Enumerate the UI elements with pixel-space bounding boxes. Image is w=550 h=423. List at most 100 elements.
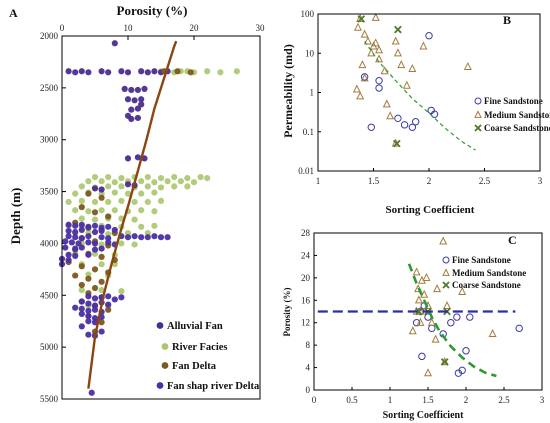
- panel-a-x-tick-label: 10: [124, 23, 134, 33]
- panel-a-point-fan-delta: [105, 306, 112, 313]
- panel-a-point-river-facies: [138, 178, 145, 185]
- panel-c-legend: Fine Sandstone Medium Sandstone Coarse San…: [442, 255, 526, 290]
- panel-a-point-fan-shap-river-delta: [65, 251, 72, 258]
- panel-b-x-tick-label: 3: [538, 176, 543, 186]
- panel-a-point-fan-shap-river-delta: [124, 234, 132, 241]
- panel-a-point-river-facies: [144, 173, 151, 181]
- panel-a-point-fan-shap-river-delta: [78, 235, 85, 242]
- panel-a-point-fan-delta: [98, 278, 105, 285]
- panel-b-point-fine-sandstone: [411, 118, 420, 126]
- panel-a-frame: [61, 35, 261, 400]
- panel-a-point-alluvial-fan: [85, 69, 92, 76]
- panel-a-point-alluvial-fan: [121, 85, 128, 92]
- panel-a-point-fan-shap-river-delta: [62, 244, 69, 251]
- panel-c-point-medium-sandstone: [488, 329, 497, 338]
- panel-a-point-fan-shap-river-delta: [131, 233, 138, 240]
- panel-a-point-fan-delta: [98, 253, 105, 261]
- panel-a-point-fan-shap-river-delta: [85, 239, 92, 246]
- panel-c-point-coarse-sandstone: [440, 358, 449, 366]
- panel-b-ticks: 1 1.5 2 2.5 3 0.01 0.1 1 10 100: [298, 9, 543, 186]
- panel-b-y-axis-title: Permeability (md): [281, 44, 295, 138]
- panel-a-point-fan-delta: [91, 209, 99, 216]
- panel-a-point-fan-shap-river-delta: [111, 226, 118, 234]
- panel-a-point-fan-shap-river-delta: [105, 239, 112, 246]
- panel-c-legend-marker-coarse-sandstone: [442, 281, 450, 289]
- panel-b-point-medium-sandstone: [371, 38, 380, 47]
- panel-a-point-river-facies: [157, 174, 165, 182]
- panel-b-legend-marker-coarse-sandstone-stroke-b: [474, 124, 482, 132]
- panel-a-point-river-facies: [157, 184, 165, 191]
- panel-a-point-river-facies: [72, 207, 79, 214]
- panel-a-point-fan-delta: [85, 190, 92, 197]
- panel-a-point-river-facies: [138, 207, 145, 214]
- panel-a-point-fan-shap-river-delta: [78, 305, 85, 312]
- panel-a-y-tick-label: 2000: [40, 31, 59, 41]
- panel-c-point-medium-sandstone: [423, 368, 433, 377]
- panel-a-point-alluvial-fan: [124, 181, 132, 188]
- panel-a-point-fan-shap-river-delta: [85, 331, 92, 338]
- panel-a-point-river-facies: [118, 240, 125, 247]
- panel-c-point-medium-sandstone: [431, 334, 440, 343]
- panel-b-point-medium-sandstone: [382, 99, 391, 108]
- panel-b-point-fine-sandstone: [425, 31, 433, 40]
- panel-b-point-medium-sandstone: [352, 84, 361, 93]
- panel-a-point-fan-shap-river-delta: [85, 233, 92, 240]
- panel-a-point-river-facies: [131, 216, 138, 223]
- panel-a-point-river-facies: [91, 216, 99, 223]
- panel-c-trend-curve: [407, 263, 497, 378]
- panel-b-x-tick-label: 1: [316, 176, 321, 186]
- panel-c-point-fine-sandstone: [447, 319, 455, 327]
- panel-b-legend-marker-coarse-sandstone: [474, 124, 482, 132]
- panel-a-legend: Alluvial Fan River Facies Fan Delta Fan sha…: [156, 321, 260, 392]
- panel-a-point-river-facies: [164, 178, 171, 185]
- panel-a-point-fan-shap-river-delta: [72, 252, 79, 259]
- panel-c-x-tick-label: 3: [540, 395, 545, 405]
- panel-b-legend-label-medium-sandstone: Medium Sandstone: [484, 110, 550, 120]
- panel-a-y-tick-label: 3000: [40, 135, 59, 145]
- panel-a-point-alluvial-fan: [72, 69, 79, 76]
- panel-a-point-fan-delta: [187, 69, 194, 76]
- panel-a-point-river-facies: [98, 178, 105, 185]
- panel-a-point-fan-shap-river-delta: [75, 240, 82, 247]
- panel-a-point-river-facies: [138, 190, 145, 197]
- panel-a-point-fan-shap-river-delta: [78, 323, 85, 330]
- panel-a-point-fan-shap-river-delta: [72, 304, 79, 311]
- panel-a-point-river-facies: [118, 174, 125, 182]
- panel-a-point-fan-shap-river-delta: [105, 223, 112, 230]
- panel-c-point-fine-sandstone: [412, 319, 421, 327]
- panel-c-legend-item-coarse-sandstone: Coarse Sandstone: [442, 280, 521, 290]
- panel-a-point-river-facies: [233, 68, 240, 75]
- panel-a-legend-item-fan-shap-river-delta: Fan shap river Delta: [156, 381, 260, 392]
- panel-b-points: [352, 12, 472, 148]
- panel-b-legend-label-fine-sandstone: Fine Sandstone: [484, 96, 543, 106]
- panel-b-point-fine-sandstone: [394, 114, 402, 123]
- panel-a-point-alluvial-fan: [134, 114, 141, 122]
- panel-a-point-fan-shap-river-delta: [144, 234, 151, 241]
- panel-a-point-alluvial-fan: [134, 86, 141, 94]
- panel-a-legend-label-fan-shap-river-delta: Fan shap river Delta: [167, 381, 260, 392]
- panel-a-point-fan-delta: [105, 213, 112, 220]
- panel-a-point-fan-shap-river-delta: [78, 244, 85, 251]
- panel-c-y-tick-label: 8: [306, 340, 311, 350]
- panel-a-point-fan-shap-river-delta: [85, 293, 92, 300]
- panel-b-legend: Fine Sandstone Medium Sandstone Coarse San…: [474, 96, 550, 133]
- panel-a-x-axis-title: Porosity (%): [117, 3, 188, 18]
- panel-a-y-tick-label: 5000: [40, 342, 59, 352]
- panel-a-point-river-facies: [91, 198, 99, 206]
- panel-a-point-alluvial-fan: [128, 115, 135, 123]
- panel-a-point-alluvial-fan: [98, 186, 105, 193]
- panel-b-point-medium-sandstone: [386, 111, 395, 120]
- panel-c-point-fine-sandstone: [458, 366, 466, 375]
- panel-b-x-tick-label: 1.5: [368, 176, 380, 186]
- panel-a-point-fan-delta: [98, 194, 105, 201]
- panel-c-x-tick-label: 0: [312, 395, 317, 405]
- panel-a-point-river-facies: [118, 183, 125, 190]
- panel-c-point-medium-sandstone: [458, 286, 467, 295]
- panel-a-y-tick-label: 3500: [40, 187, 59, 197]
- panel-c-point-medium-sandstone: [422, 272, 431, 281]
- panel-c-porosity-vs-sorting: C Sorting Coefficient Porosity (%) 0 0.5 1…: [282, 228, 545, 421]
- panel-c-point-medium-sandstone: [433, 284, 442, 293]
- panel-a-point-fan-shap-river-delta: [85, 300, 92, 307]
- panel-a-legend-marker-fan-shap-river-delta: [156, 382, 164, 389]
- panel-c-x-tick-label: 2: [464, 395, 469, 405]
